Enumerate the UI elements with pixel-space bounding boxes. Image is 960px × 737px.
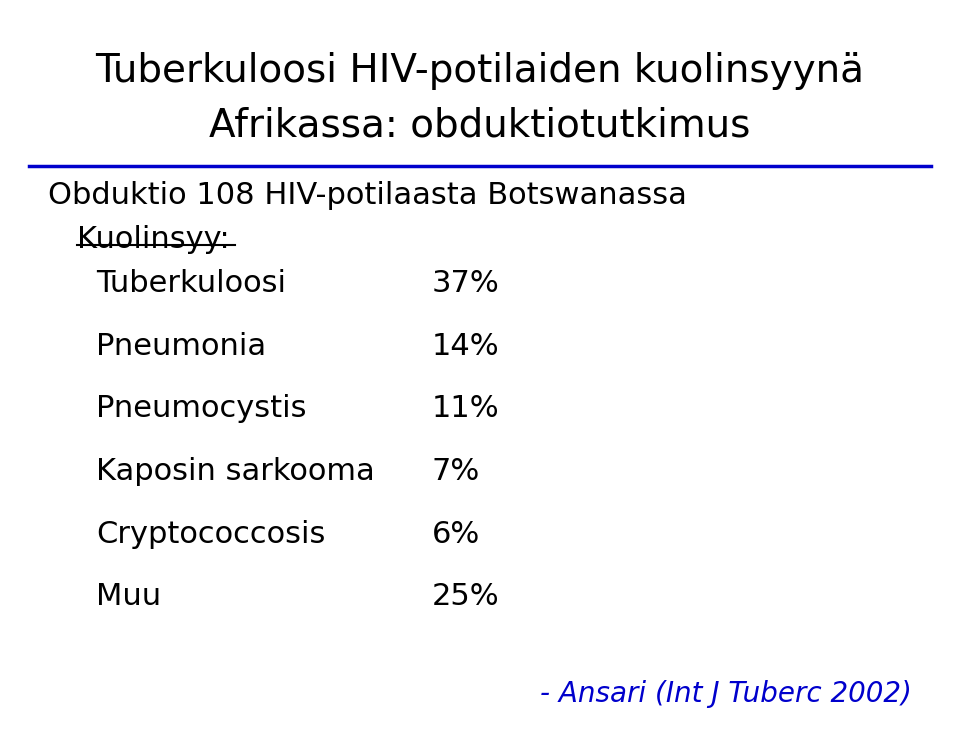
Text: 14%: 14%: [432, 332, 499, 360]
Text: Obduktio 108 HIV-potilaasta Botswanassa: Obduktio 108 HIV-potilaasta Botswanassa: [48, 181, 686, 209]
Text: 11%: 11%: [432, 394, 499, 423]
Text: 7%: 7%: [432, 457, 480, 486]
Text: Pneumonia: Pneumonia: [96, 332, 266, 360]
Text: Kaposin sarkooma: Kaposin sarkooma: [96, 457, 374, 486]
Text: 6%: 6%: [432, 520, 480, 548]
Text: Tuberkuloosi HIV-potilaiden kuolinsyynä: Tuberkuloosi HIV-potilaiden kuolinsyynä: [95, 52, 865, 90]
Text: Tuberkuloosi: Tuberkuloosi: [96, 269, 286, 298]
Text: - Ansari (Int J Tuberc 2002): - Ansari (Int J Tuberc 2002): [540, 680, 912, 708]
Text: Kuolinsyy:: Kuolinsyy:: [77, 225, 229, 254]
Text: Pneumocystis: Pneumocystis: [96, 394, 306, 423]
Text: 25%: 25%: [432, 582, 499, 611]
Text: Afrikassa: obduktiotutkimus: Afrikassa: obduktiotutkimus: [209, 107, 751, 145]
Text: Muu: Muu: [96, 582, 161, 611]
Text: Cryptococcosis: Cryptococcosis: [96, 520, 325, 548]
Text: 37%: 37%: [432, 269, 500, 298]
